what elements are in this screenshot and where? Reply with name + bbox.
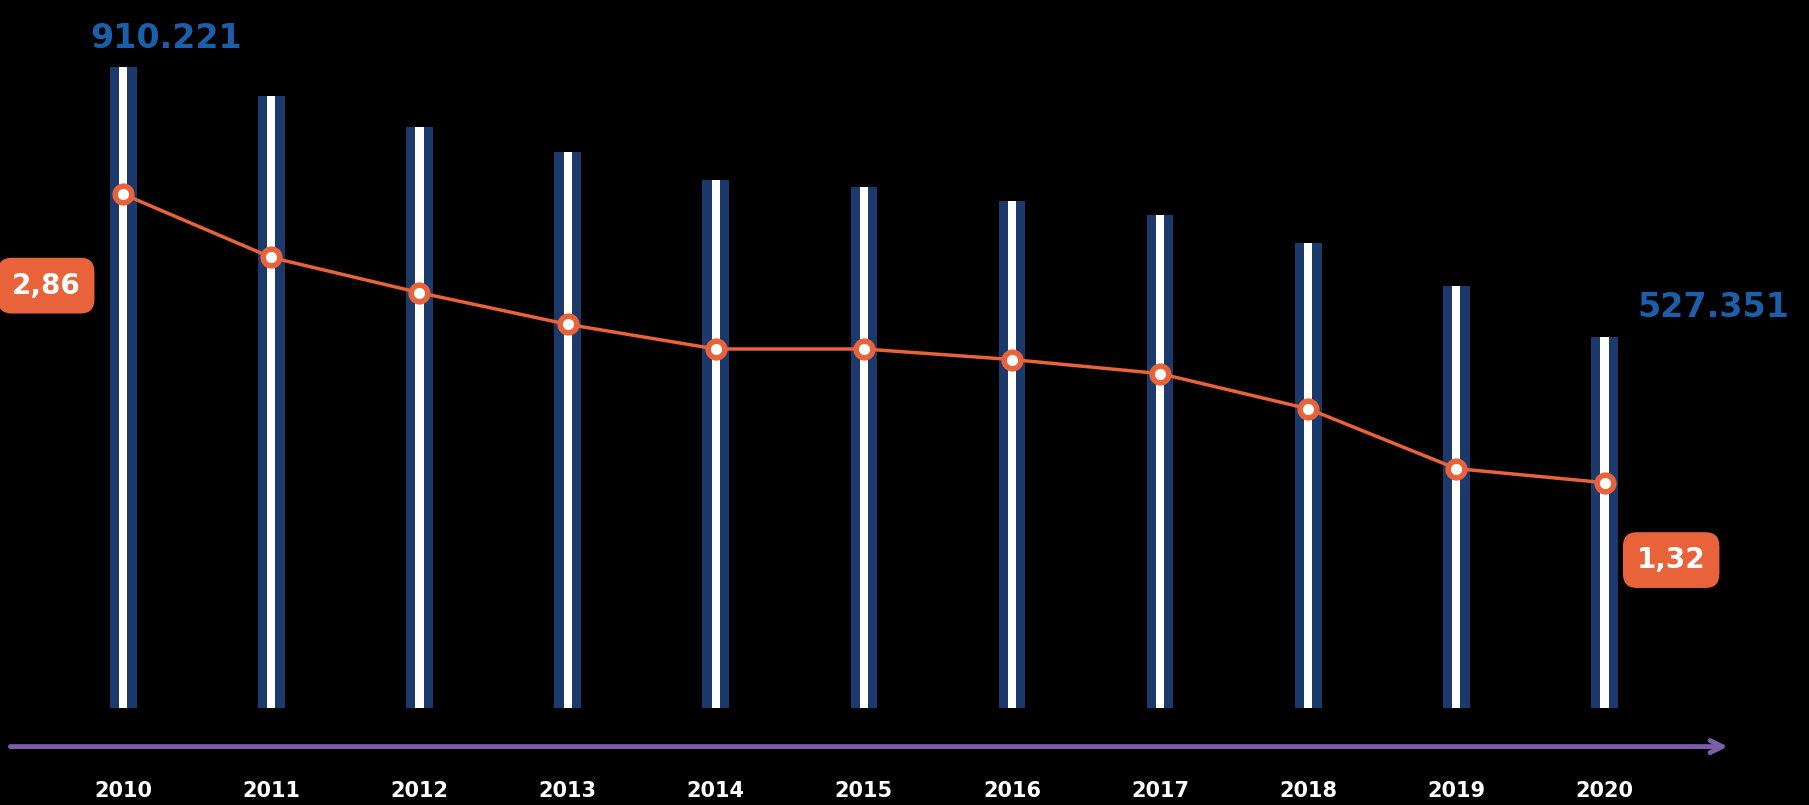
Bar [268,96,275,708]
Text: 2,86: 2,86 [13,271,81,299]
Bar [702,180,729,708]
Bar [407,127,432,708]
Bar [1295,243,1322,708]
Bar [416,127,423,708]
Bar [859,187,868,708]
Bar [1453,286,1460,708]
Text: 527.351: 527.351 [1637,291,1789,324]
Bar [554,152,581,708]
Bar [711,180,720,708]
Bar [1147,215,1174,708]
Text: 910.221: 910.221 [90,22,242,55]
Text: 1,32: 1,32 [1637,546,1706,574]
Bar [1444,286,1469,708]
Bar [1601,336,1608,708]
Bar [564,152,572,708]
Bar [1156,215,1165,708]
Bar [119,68,127,708]
Bar [1304,243,1312,708]
Bar [259,96,284,708]
Bar [850,187,877,708]
Bar [1592,336,1617,708]
Bar [110,68,136,708]
Bar [1008,201,1017,708]
Bar [999,201,1026,708]
